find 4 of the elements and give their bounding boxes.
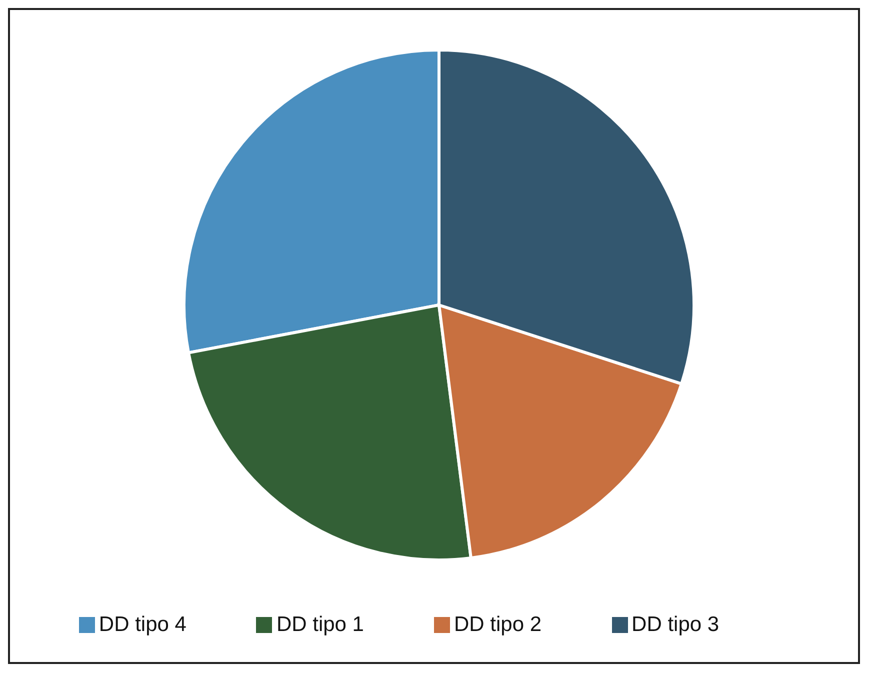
legend-label: DD tipo 2: [454, 613, 542, 636]
legend-label: DD tipo 4: [98, 613, 186, 636]
legend-label: DD tipo 1: [276, 613, 364, 636]
legend-label: DD tipo 3: [632, 613, 720, 636]
